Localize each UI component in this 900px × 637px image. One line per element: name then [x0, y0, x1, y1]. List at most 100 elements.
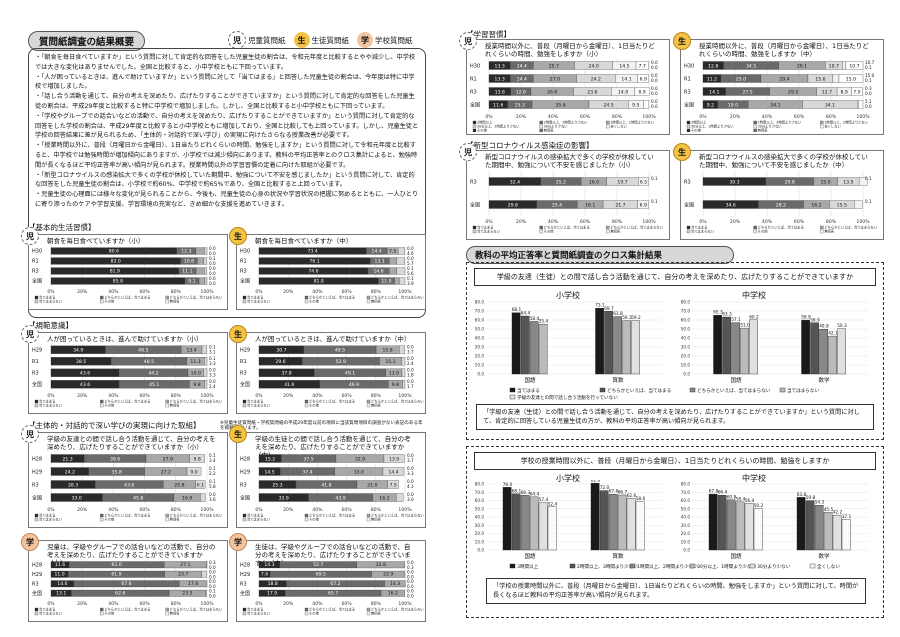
axis-tick-label: 80.0 — [475, 482, 485, 487]
legend-swatch — [34, 403, 39, 408]
legend-swatch — [472, 229, 477, 234]
axis-tick-label: 60.0 — [681, 318, 691, 323]
legend-swatch — [304, 295, 309, 300]
bar-value-label: 13.3 — [495, 76, 505, 82]
bar-edge-value: 0.1 — [407, 266, 414, 271]
bar-value-label: 27.1 — [180, 562, 190, 568]
bar-value-label: 27.2 — [161, 469, 171, 475]
bar-edge-value: 0.1 — [865, 199, 872, 204]
bar-segment — [389, 267, 397, 275]
cross-bar — [511, 312, 521, 375]
bar-edge-value: 0.0 — [407, 579, 414, 584]
cross-bar-value: 50.2 — [754, 503, 764, 509]
legend-label: 当てはまる — [39, 513, 55, 518]
mid-student-icon: 生 — [673, 32, 691, 50]
legend-swatch — [242, 513, 247, 518]
stacked-bar-chart: 0% 20% 40% 60% 80% 100% H28 15.2 37.5 32.9 13.9 0.0… — [240, 452, 424, 522]
bar-value-label: 34.1 — [825, 102, 835, 108]
legend-label: どちらかといえば、当てはまる — [758, 225, 804, 230]
bar-edge-value: 0.1 — [209, 256, 216, 261]
bar-value-label: 11.1 — [182, 268, 192, 274]
legend-label: 全くしない — [610, 124, 627, 129]
legend-label: 当てはまらない — [39, 299, 63, 304]
legend-swatch — [753, 128, 757, 132]
bar-value-label: 49.1 — [345, 370, 355, 376]
axis-tick-label: 40% — [312, 289, 323, 295]
legend-swatch — [689, 563, 696, 569]
legend-swatch — [472, 128, 477, 132]
legend-label: 当てはまらない — [247, 403, 271, 408]
section-covid: 【新型コロナウイルス感染症の影響】 — [466, 141, 594, 150]
cross-bar-value: 81.0 — [591, 480, 601, 484]
axis-tick-label: 60% — [139, 289, 150, 295]
bar-edge-value: 0.0 — [651, 73, 658, 78]
bar-segment — [380, 589, 405, 597]
bar-value-label: 21.7 — [615, 202, 625, 208]
axis-tick-label: 100% — [398, 507, 412, 513]
axis-tick-label: 60% — [341, 507, 352, 513]
bar-segment — [186, 467, 202, 476]
bar-segment — [197, 257, 204, 265]
legend-label: どちらかといえば、当てはまらない — [697, 387, 771, 394]
bar-value-label: 13.3 — [495, 63, 505, 69]
legend-swatch — [753, 225, 757, 230]
panel-title: 朝食を毎日食べていますか（中） — [255, 237, 353, 245]
row-label: H30 — [240, 249, 250, 255]
bar-segment — [637, 74, 649, 83]
row-label: 全国 — [240, 495, 250, 502]
axis-tick-label: 80% — [826, 114, 837, 120]
axis-tick-label: 0% — [255, 393, 263, 399]
bar-value-label: 14.5 — [619, 63, 629, 69]
bar-segment — [205, 589, 207, 597]
bar-value-label: 37.4 — [302, 469, 312, 475]
cross-title: 教科の平均正答率と質問紙調査のクロス集計結果 — [466, 246, 734, 264]
cross-bar — [502, 487, 512, 551]
row-label: R3 — [684, 90, 691, 96]
bar-segment — [382, 467, 405, 476]
bar-value-label: 38.5 — [76, 359, 86, 365]
row-label: H30 — [470, 64, 480, 70]
bar-edge-value: 2.4 — [407, 361, 414, 366]
bar-value-label: 45.8 — [133, 495, 143, 501]
bar-value-label: 13.9 — [389, 456, 399, 462]
axis-tick-label: 100% — [200, 507, 214, 513]
bar-value-label: 15.1 — [385, 359, 395, 365]
bar-value-label: 9.2 — [707, 102, 714, 108]
bar-edge-value: 3.9 — [407, 281, 414, 286]
bar-value-label: 33.0 — [72, 495, 82, 501]
bar-edge-value: 0.0 — [407, 356, 414, 361]
legend-label: 3時間以上 — [517, 563, 539, 570]
bar-edge-value: 0.0 — [651, 99, 658, 104]
row-label: R3 — [470, 180, 477, 186]
bar-edge-value: 0.1 — [407, 276, 414, 281]
bar-segment — [402, 380, 406, 389]
mid-student-icon: 生 — [229, 227, 247, 245]
stacked-bar-chart: 0% 20% 40% 60% 80% 100% H30 73.4 14.4 7.5 0.04.6 R1… — [240, 246, 424, 304]
axis-tick-label: 60% — [794, 219, 805, 225]
bar-value-label: 30.7 — [276, 347, 286, 353]
bar-value-label: 6.5 — [640, 179, 647, 185]
bar-segment — [634, 87, 650, 96]
cross-box-2 — [466, 446, 884, 618]
axis-tick-label: 10.0 — [681, 539, 691, 544]
row-label: 全国 — [32, 590, 42, 597]
row-label: H30 — [32, 249, 42, 255]
cross-bar-value: 59.3 — [622, 315, 632, 321]
bar-value-label: 9.5 — [632, 102, 639, 108]
axis-tick-label: 40% — [312, 601, 323, 607]
cross-bar-value: 63.8 — [613, 311, 623, 317]
bar-value-label: 39.3 — [729, 179, 739, 185]
axis-tick-label: 100% — [856, 219, 870, 225]
cross-bar-value: 73.1 — [595, 303, 605, 309]
axis-tick-label: 60% — [139, 507, 150, 513]
bar-segment — [399, 345, 405, 354]
bar-edge-value: 0.0 — [407, 466, 414, 471]
legend-swatch — [366, 299, 371, 304]
panel-title: 人が困っているときは、進んで助けていますか（中） — [255, 335, 411, 343]
legend-label: その他 — [104, 403, 115, 408]
bar-edge-value: 0.0 — [407, 379, 414, 384]
summary-item: ・「学校やグループでの話合いなどの活動で、自分の考えを深めたり、広げたりすること… — [35, 113, 419, 140]
legend-swatch — [366, 295, 371, 300]
bar-value-label: 24.5 — [603, 102, 613, 108]
bar-value-label: 14.8 — [618, 89, 628, 95]
